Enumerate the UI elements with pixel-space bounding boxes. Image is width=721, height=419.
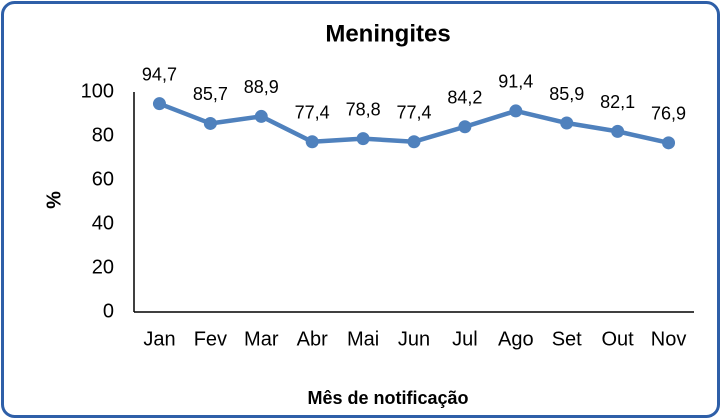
data-label: 82,1 — [600, 92, 635, 112]
x-tick-label: Jan — [143, 328, 175, 350]
marker — [407, 135, 421, 149]
x-tick-label: Jun — [398, 328, 430, 350]
x-tick-label: Fev — [194, 328, 227, 350]
y-axis-title: % — [43, 191, 65, 209]
marker — [254, 109, 268, 123]
marker — [152, 97, 166, 111]
x-tick-label: Jul — [452, 328, 478, 350]
x-tick-label: Ago — [498, 328, 534, 350]
x-tick-label: Mar — [244, 328, 279, 350]
x-tick-label: Out — [602, 328, 635, 350]
data-label: 85,7 — [193, 84, 228, 104]
y-tick-label: 20 — [92, 256, 114, 278]
data-label: 76,9 — [651, 104, 686, 124]
marker — [662, 136, 676, 150]
data-label: 91,4 — [498, 72, 533, 92]
marker — [509, 104, 523, 118]
data-label: 77,4 — [396, 102, 431, 122]
data-label: 84,2 — [447, 88, 482, 108]
x-tick-label: Mai — [347, 328, 379, 350]
marker — [203, 116, 217, 130]
x-tick-label: Set — [552, 328, 582, 350]
data-label: 85,9 — [549, 84, 584, 104]
x-tick-label: Abr — [297, 328, 328, 350]
data-label: 77,4 — [295, 102, 330, 122]
marker — [305, 135, 319, 149]
chart-title: Meningites — [325, 20, 450, 47]
y-tick-label: 0 — [103, 300, 114, 322]
data-label: 94,7 — [142, 64, 177, 84]
y-tick-label: 100 — [81, 80, 114, 102]
marker — [356, 132, 370, 146]
x-axis-title: Mês de notificação — [307, 388, 468, 408]
marker — [560, 116, 574, 130]
y-tick-label: 80 — [92, 124, 114, 146]
y-tick-label: 60 — [92, 168, 114, 190]
data-label: 88,9 — [244, 77, 279, 97]
marker — [611, 124, 625, 138]
marker — [458, 120, 472, 134]
data-label: 78,8 — [346, 99, 381, 119]
x-tick-label: Nov — [651, 328, 687, 350]
y-tick-label: 40 — [92, 212, 114, 234]
